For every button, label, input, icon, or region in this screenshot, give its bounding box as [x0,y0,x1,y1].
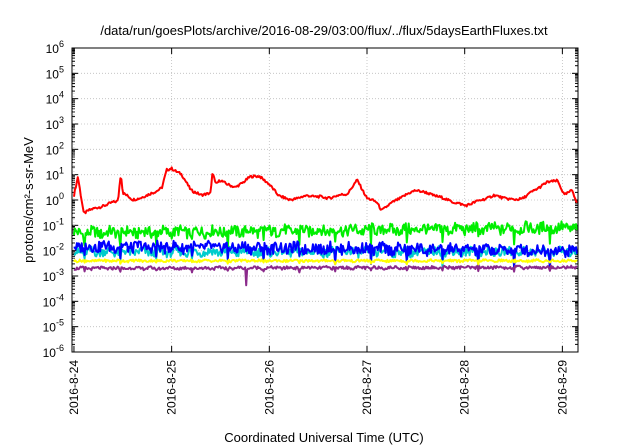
x-tick-labels: 2016-8-24 2016-8-25 2016-8-26 2016-8-27 2016… [67,360,569,415]
x-tick-label: 2016-8-29 [555,360,569,415]
series-line [73,258,578,266]
x-tick-label: 2016-8-27 [360,360,374,415]
series-line [73,166,578,215]
chart-title: /data/run/goesPlots/archive/2016-08-29/0… [100,23,548,38]
x-tick-label: 2016-8-24 [67,360,81,415]
series-line [73,239,578,270]
series-line [73,264,578,287]
y-axis-label: protons/cm²-s-sr-MeV [21,137,36,263]
plot-frame [71,47,579,353]
series-line [73,220,578,250]
x-tick-label: 2016-8-28 [458,360,472,415]
series-group [73,166,578,287]
x-axis-label: Coordinated Universal Time (UTC) [224,430,423,445]
x-tick-label: 2016-8-26 [262,360,276,415]
x-tick-label: 2016-8-25 [165,360,179,415]
